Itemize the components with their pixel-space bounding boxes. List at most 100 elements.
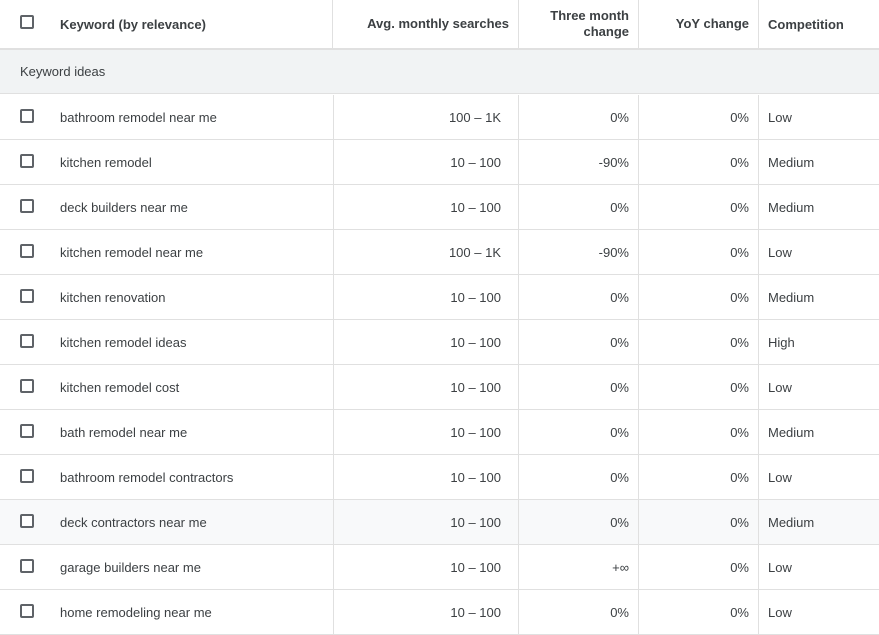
column-divider (758, 0, 759, 48)
table-row[interactable]: bath remodel near me 10 – 100 0% 0% Medium (0, 410, 879, 455)
avg-monthly-searches-cell: 10 – 100 (334, 455, 501, 499)
yoy-change-cell-text: 0% (730, 469, 749, 485)
column-divider (518, 0, 519, 48)
row-checkbox[interactable] (20, 199, 34, 213)
competition-cell-text: Low (768, 469, 792, 485)
column-divider (333, 95, 334, 635)
competition-cell-text: Low (768, 109, 792, 125)
table-row[interactable]: deck contractors near me 10 – 100 0% 0% Medi… (0, 500, 879, 545)
competition-cell: Low (768, 230, 878, 274)
three-month-header-label: Three month change (550, 8, 629, 40)
table-row[interactable]: bathroom remodel contractors 10 – 100 0% 0%… (0, 455, 879, 500)
avg-monthly-searches-cell-text: 10 – 100 (450, 559, 501, 575)
avg-monthly-searches-cell: 10 – 100 (334, 590, 501, 634)
competition-cell: Medium (768, 500, 878, 544)
row-checkbox[interactable] (20, 334, 34, 348)
three-month-change-cell-text: 0% (610, 109, 629, 125)
avg-monthly-searches-cell-text: 10 – 100 (450, 379, 501, 395)
keyword-cell-text: kitchen remodel cost (60, 379, 180, 395)
avg-monthly-searches-cell-text: 10 – 100 (450, 424, 501, 440)
row-checkbox[interactable] (20, 424, 34, 438)
avg-monthly-searches-cell-text: 100 – 1K (448, 109, 501, 125)
avg-monthly-searches-cell-text: 10 – 100 (450, 469, 501, 485)
three-month-header-line2: change (583, 24, 629, 39)
column-divider (758, 95, 759, 635)
yoy-change-cell-text: 0% (730, 289, 749, 305)
row-checkbox[interactable] (20, 514, 34, 528)
table-row[interactable]: kitchen renovation 10 – 100 0% 0% Medium (0, 275, 879, 320)
table-row[interactable]: kitchen remodel near me 100 – 1K -90% 0% Low (0, 230, 879, 275)
three-month-change-cell-text: 0% (610, 469, 629, 485)
three-month-change-cell: 0% (519, 275, 629, 319)
competition-cell: Medium (768, 140, 878, 184)
three-month-change-cell-text: 0% (610, 199, 629, 215)
competition-column-header[interactable]: Competition (768, 0, 878, 48)
keyword-cell: bath remodel near me (60, 410, 330, 454)
keyword-column-header[interactable]: Keyword (by relevance) (60, 0, 330, 48)
keyword-cell-text: kitchen renovation (60, 289, 166, 305)
yoy-change-cell: 0% (639, 320, 749, 364)
row-checkbox[interactable] (20, 244, 34, 258)
row-checkbox[interactable] (20, 109, 34, 123)
competition-cell-text: Medium (768, 424, 815, 440)
keyword-cell-text: bathroom remodel contractors (60, 469, 234, 485)
table-row[interactable]: garage builders near me 10 – 100 +∞ 0% Low (0, 545, 879, 590)
keyword-cell-text: deck contractors near me (60, 514, 207, 530)
row-checkbox[interactable] (20, 379, 34, 393)
row-checkbox[interactable] (20, 469, 34, 483)
yoy-change-cell-text: 0% (730, 244, 749, 260)
table-row[interactable]: home remodeling near me 10 – 100 0% 0% Low (0, 590, 879, 635)
avg-monthly-searches-cell-text: 100 – 1K (448, 244, 501, 260)
avg-monthly-searches-cell: 100 – 1K (334, 95, 501, 139)
table-row[interactable]: bathroom remodel near me 100 – 1K 0% 0% Low (0, 95, 879, 140)
avg-monthly-searches-cell: 10 – 100 (334, 320, 501, 364)
table-row[interactable]: kitchen remodel ideas 10 – 100 0% 0% High (0, 320, 879, 365)
keyword-cell-text: garage builders near me (60, 559, 201, 575)
competition-cell: Medium (768, 410, 878, 454)
keyword-cell: bathroom remodel near me (60, 95, 330, 139)
three-month-change-cell: -90% (519, 230, 629, 274)
avg-monthly-searches-cell: 10 – 100 (334, 185, 501, 229)
keyword-cell-text: kitchen remodel ideas (60, 334, 187, 350)
competition-cell: Low (768, 365, 878, 409)
row-checkbox[interactable] (20, 154, 34, 168)
select-all-checkbox[interactable] (20, 15, 34, 29)
yoy-change-column-header[interactable]: YoY change (639, 0, 749, 48)
row-checkbox[interactable] (20, 604, 34, 618)
avg-monthly-searches-cell-text: 10 – 100 (450, 199, 501, 215)
yoy-change-cell-text: 0% (730, 379, 749, 395)
keyword-cell-text: home remodeling near me (60, 604, 212, 620)
competition-cell: Low (768, 455, 878, 499)
keyword-header-label: Keyword (by relevance) (60, 16, 206, 32)
competition-cell-text: Low (768, 379, 792, 395)
keyword-cell: kitchen remodel ideas (60, 320, 330, 364)
yoy-change-cell-text: 0% (730, 604, 749, 620)
competition-header-label: Competition (768, 16, 844, 32)
competition-cell-text: Low (768, 244, 792, 260)
row-checkbox[interactable] (20, 289, 34, 303)
yoy-header-label: YoY change (675, 16, 749, 31)
competition-cell: Medium (768, 185, 878, 229)
keyword-cell-text: bath remodel near me (60, 424, 188, 440)
table-row[interactable]: deck builders near me 10 – 100 0% 0% Medium (0, 185, 879, 230)
keyword-cell: deck builders near me (60, 185, 330, 229)
table-row[interactable]: kitchen remodel 10 – 100 -90% 0% Medium (0, 140, 879, 185)
three-month-change-cell-text: 0% (610, 424, 629, 440)
avg-monthly-searches-column-header[interactable]: Avg. monthly searches (333, 0, 509, 48)
keyword-cell-text: kitchen remodel near me (60, 244, 204, 260)
avg-monthly-searches-cell: 10 – 100 (334, 545, 501, 589)
keyword-cell-text: deck builders near me (60, 199, 188, 215)
keyword-cell-text: bathroom remodel near me (60, 109, 217, 125)
three-month-change-cell: 0% (519, 590, 629, 634)
yoy-change-cell: 0% (639, 230, 749, 274)
row-checkbox[interactable] (20, 559, 34, 573)
yoy-change-cell-text: 0% (730, 424, 749, 440)
group-label: Keyword ideas (20, 64, 106, 79)
avg-monthly-header-label: Avg. monthly searches (367, 16, 509, 31)
competition-cell-text: Medium (768, 289, 815, 305)
competition-cell-text: Low (768, 559, 792, 575)
three-month-change-cell-text: -90% (598, 154, 629, 170)
three-month-change-column-header[interactable]: Three month change (519, 0, 629, 48)
table-row[interactable]: kitchen remodel cost 10 – 100 0% 0% Low (0, 365, 879, 410)
yoy-change-cell: 0% (639, 500, 749, 544)
